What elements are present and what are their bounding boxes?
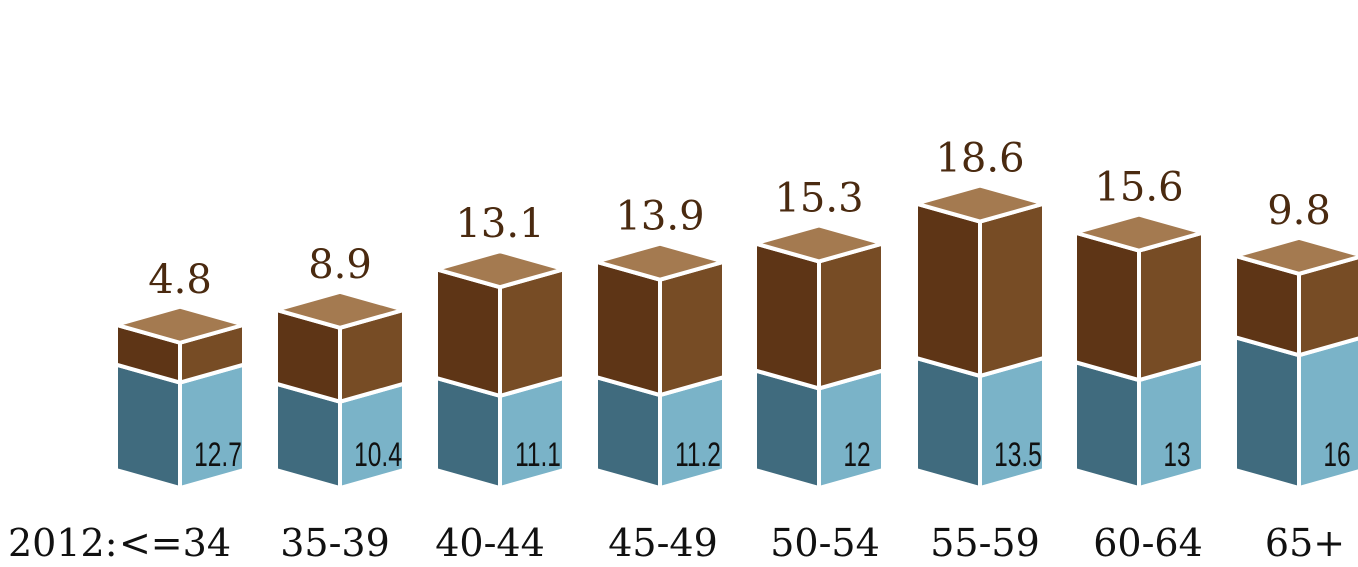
data-label-inner: 12.7 bbox=[194, 436, 242, 474]
bar-top-face bbox=[753, 223, 885, 264]
data-label-inner: 11.2 bbox=[675, 436, 721, 474]
bar-5: 18.6 13.5 bbox=[914, 136, 1046, 490]
bar-upper-left-face bbox=[753, 241, 821, 391]
data-label-inner: 12 bbox=[843, 436, 870, 474]
bar-0: 4.8 12.7 bbox=[114, 257, 246, 490]
bar-upper-right-face bbox=[1137, 230, 1205, 383]
bar-upper-right-face bbox=[658, 259, 726, 398]
bar-6: 15.6 13 bbox=[1073, 165, 1205, 490]
data-label-top: 15.3 bbox=[774, 175, 863, 221]
category-label: <=34 bbox=[119, 521, 231, 565]
bar-upper-right-face bbox=[1297, 255, 1358, 358]
data-label-inner: 11.1 bbox=[515, 436, 561, 474]
bar-1: 8.9 10.4 bbox=[274, 242, 406, 490]
bar-lower-left-face bbox=[114, 362, 182, 490]
bar-upper-right-face bbox=[498, 267, 566, 398]
bar-3: 13.9 11.2 bbox=[594, 194, 726, 490]
category-labels-group: 2012: <=34 35-39 40-44 45-49 50-54 55-59 60-64… bbox=[8, 521, 1345, 565]
data-label-top: 9.8 bbox=[1267, 188, 1331, 234]
data-label-top: 13.9 bbox=[615, 194, 704, 240]
category-label: 50-54 bbox=[770, 521, 880, 565]
bar-top-face bbox=[1233, 235, 1358, 276]
category-label: 65+ bbox=[1265, 521, 1345, 565]
data-label-inner: 16 bbox=[1323, 436, 1350, 474]
bar-upper-left-face bbox=[594, 259, 662, 398]
bar-top-face bbox=[114, 304, 246, 345]
data-label-inner: 13 bbox=[1163, 436, 1190, 474]
data-label-top: 18.6 bbox=[935, 136, 1024, 182]
data-label-top: 13.1 bbox=[455, 201, 544, 247]
bar-upper-left-face bbox=[1073, 230, 1141, 383]
category-label: 55-59 bbox=[930, 521, 1040, 565]
data-label-inner: 10.4 bbox=[354, 436, 402, 474]
bar-upper-left-face bbox=[434, 267, 502, 398]
bars-group: 4.8 12.7 8.9 10.4 13.1 11.1 13.9 11.2 15.3 12 18.6… bbox=[114, 136, 1358, 490]
bar-2: 13.1 11.1 bbox=[434, 201, 566, 490]
bar-upper-left-face bbox=[914, 201, 982, 378]
category-label: 45-49 bbox=[608, 521, 718, 565]
data-label-top: 15.6 bbox=[1094, 165, 1183, 211]
bar-upper-right-face bbox=[817, 241, 885, 391]
bar-top-face bbox=[434, 249, 566, 290]
bar-4: 15.3 12 bbox=[753, 175, 885, 490]
category-label: 60-64 bbox=[1093, 521, 1203, 565]
bar-lower-left-face bbox=[753, 368, 821, 490]
category-prefix-label: 2012: bbox=[8, 521, 118, 565]
bar-7: 9.8 16 bbox=[1233, 188, 1358, 490]
bar-top-face bbox=[914, 183, 1046, 224]
bar-top-face bbox=[274, 289, 406, 330]
category-label: 35-39 bbox=[280, 521, 390, 565]
bar-lower-left-face bbox=[1073, 360, 1141, 490]
bar-upper-right-face bbox=[978, 201, 1046, 378]
bar-top-face bbox=[1073, 212, 1205, 253]
category-label: 40-44 bbox=[435, 521, 545, 565]
data-label-top: 8.9 bbox=[308, 242, 372, 288]
bar-top-face bbox=[594, 241, 726, 282]
bar-lower-right-face bbox=[1297, 336, 1358, 490]
data-label-top: 4.8 bbox=[148, 257, 212, 303]
bar-lower-left-face bbox=[1233, 335, 1301, 490]
data-label-inner: 13.5 bbox=[994, 436, 1042, 474]
bar-lower-left-face bbox=[914, 355, 982, 490]
